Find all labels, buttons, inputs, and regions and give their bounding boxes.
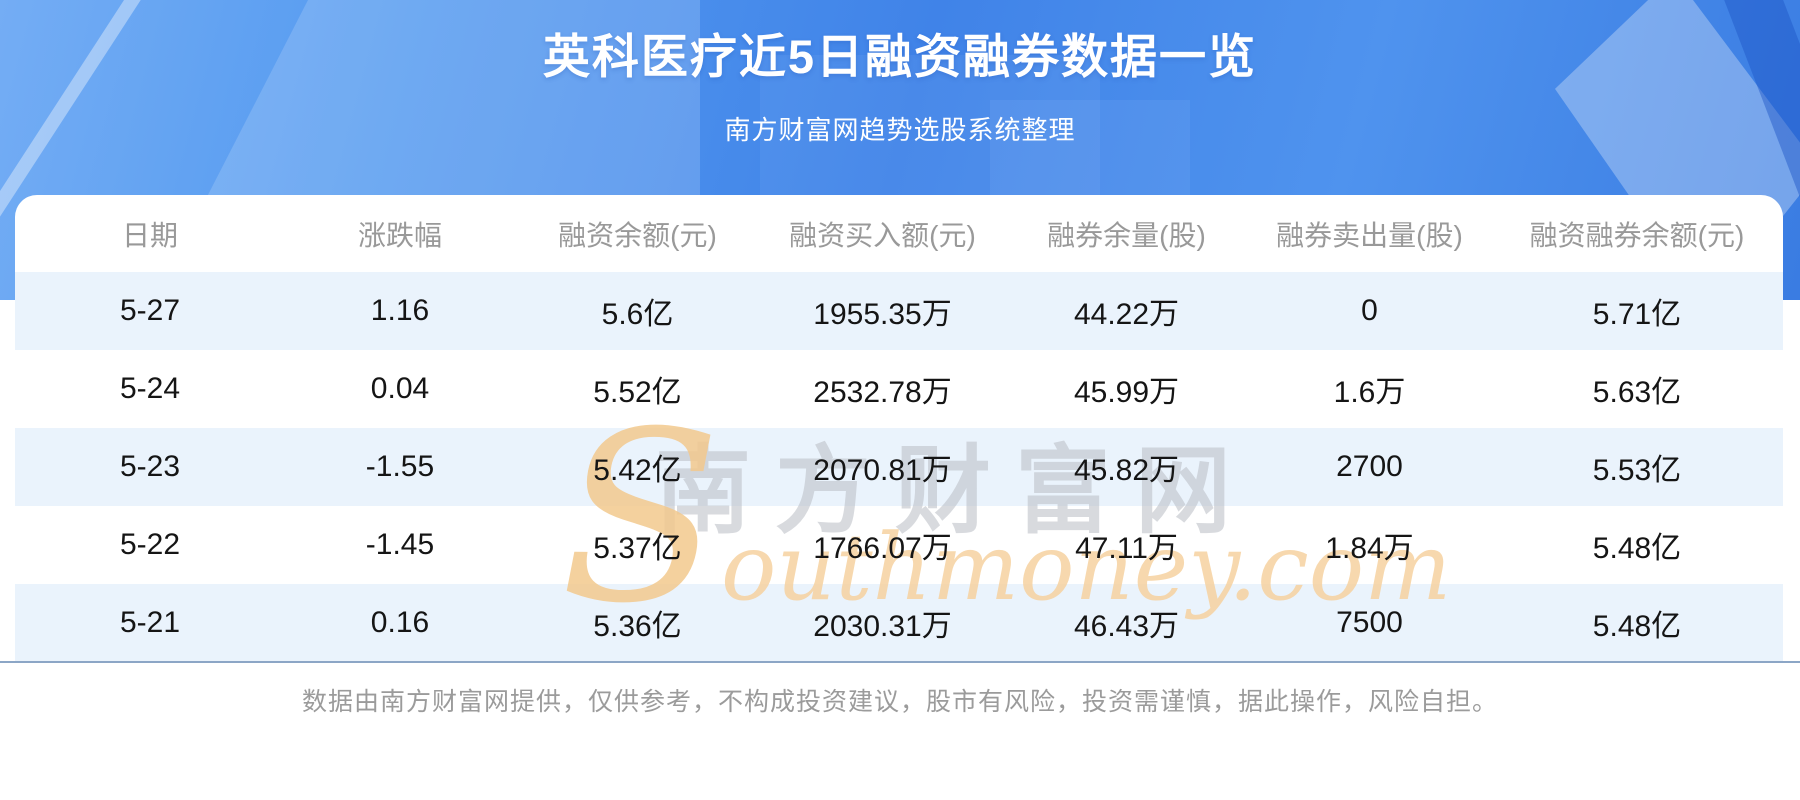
table-cell-margin-balance: 5.42亿 [593, 454, 682, 487]
table-cell-change-pct: 0.04 [370, 372, 430, 405]
table-cell-short-sell-volume: 7500 [1336, 606, 1403, 639]
table-cell-total-balance: 5.48亿 [1592, 610, 1682, 643]
table-cell-date: 5-24 [119, 372, 181, 405]
column-header-short-sell-volume: 融券卖出量(股) [1276, 219, 1463, 251]
table-cell-short-sell-volume: 1.84万 [1325, 532, 1414, 565]
table-cell-short-sell-volume: 1.6万 [1333, 376, 1406, 409]
table-row: 5-23 -1.55 5.42亿 2070.81万 45.82万 2700 5.… [15, 428, 1783, 506]
column-header-change-pct: 涨跌幅 [357, 219, 442, 251]
column-header-margin-balance: 融资余额(元) [558, 219, 717, 251]
table-cell-short-volume: 45.82万 [1073, 454, 1180, 487]
table-row: 5-27 1.16 5.6亿 1955.35万 44.22万 0 5.71亿 [15, 272, 1783, 350]
table-cell-date: 5-22 [119, 528, 181, 561]
column-header-short-volume: 融券余量(股) [1047, 219, 1206, 251]
table-cell-date: 5-23 [119, 450, 181, 483]
table-cell-change-pct: 0.16 [370, 606, 430, 639]
table-cell-margin-buy: 1955.35万 [813, 298, 952, 331]
table-cell-date: 5-21 [119, 606, 181, 639]
column-header-margin-buy: 融资买入额(元) [789, 219, 976, 251]
table-cell-change-pct: -1.45 [365, 528, 435, 561]
table-cell-margin-buy: 2030.31万 [813, 610, 952, 643]
table-cell-margin-balance: 5.52亿 [593, 376, 682, 409]
table-cell-short-sell-volume: 2700 [1336, 450, 1403, 483]
table-cell-change-pct: -1.55 [365, 450, 435, 483]
table-cell-short-sell-volume: 0 [1361, 294, 1378, 327]
table-row: 5-24 0.04 5.52亿 2532.78万 45.99万 1.6万 5.6… [15, 350, 1783, 428]
table-cell-margin-buy: 2532.78万 [813, 376, 952, 409]
table-cell-total-balance: 5.71亿 [1592, 298, 1682, 331]
table-row: 5-21 0.16 5.36亿 2030.31万 46.43万 7500 5.4… [15, 584, 1783, 662]
data-table-card: 日期 涨跌幅 融资余额(元) 融资买入额(元) 融券余量(股) 融券卖出量(股)… [15, 195, 1783, 662]
table-cell-margin-buy: 2070.81万 [813, 454, 952, 487]
column-header-date: 日期 [121, 219, 178, 251]
table-cell-change-pct: 1.16 [370, 294, 430, 327]
table-cell-short-volume: 47.11万 [1075, 532, 1178, 565]
table-header-row: 日期 涨跌幅 融资余额(元) 融资买入额(元) 融券余量(股) 融券卖出量(股)… [15, 195, 1783, 272]
disclaimer-text: 数据由南方财富网提供，仅供参考，不构成投资建议，股市有风险，投资需谨慎，据此操作… [301, 688, 1498, 716]
table-cell-total-balance: 5.53亿 [1592, 454, 1682, 487]
table-cell-margin-balance: 5.6亿 [601, 298, 674, 331]
table-cell-margin-buy: 1766.07万 [813, 532, 952, 565]
table-cell-date: 5-27 [119, 294, 181, 327]
table-cell-short-volume: 44.22万 [1073, 298, 1180, 331]
page-subtitle: 南方财富网趋势选股系统整理 [724, 115, 1076, 145]
page-title: 英科医疗近5日融资融券数据一览 [542, 30, 1258, 83]
table-row: 5-22 -1.45 5.37亿 1766.07万 47.11万 1.84万 5… [15, 506, 1783, 584]
column-header-total-balance: 融资融券余额(元) [1529, 219, 1745, 251]
table-bottom-divider [0, 661, 1800, 663]
table-cell-margin-balance: 5.37亿 [593, 532, 682, 565]
footer: 数据由南方财富网提供，仅供参考，不构成投资建议，股市有风险，投资需谨慎，据此操作… [0, 682, 1800, 718]
table-cell-short-volume: 45.99万 [1073, 376, 1180, 409]
table-cell-short-volume: 46.43万 [1073, 610, 1180, 643]
table-cell-margin-balance: 5.36亿 [593, 610, 682, 643]
table-cell-total-balance: 5.48亿 [1592, 532, 1682, 565]
table-cell-total-balance: 5.63亿 [1592, 376, 1682, 409]
